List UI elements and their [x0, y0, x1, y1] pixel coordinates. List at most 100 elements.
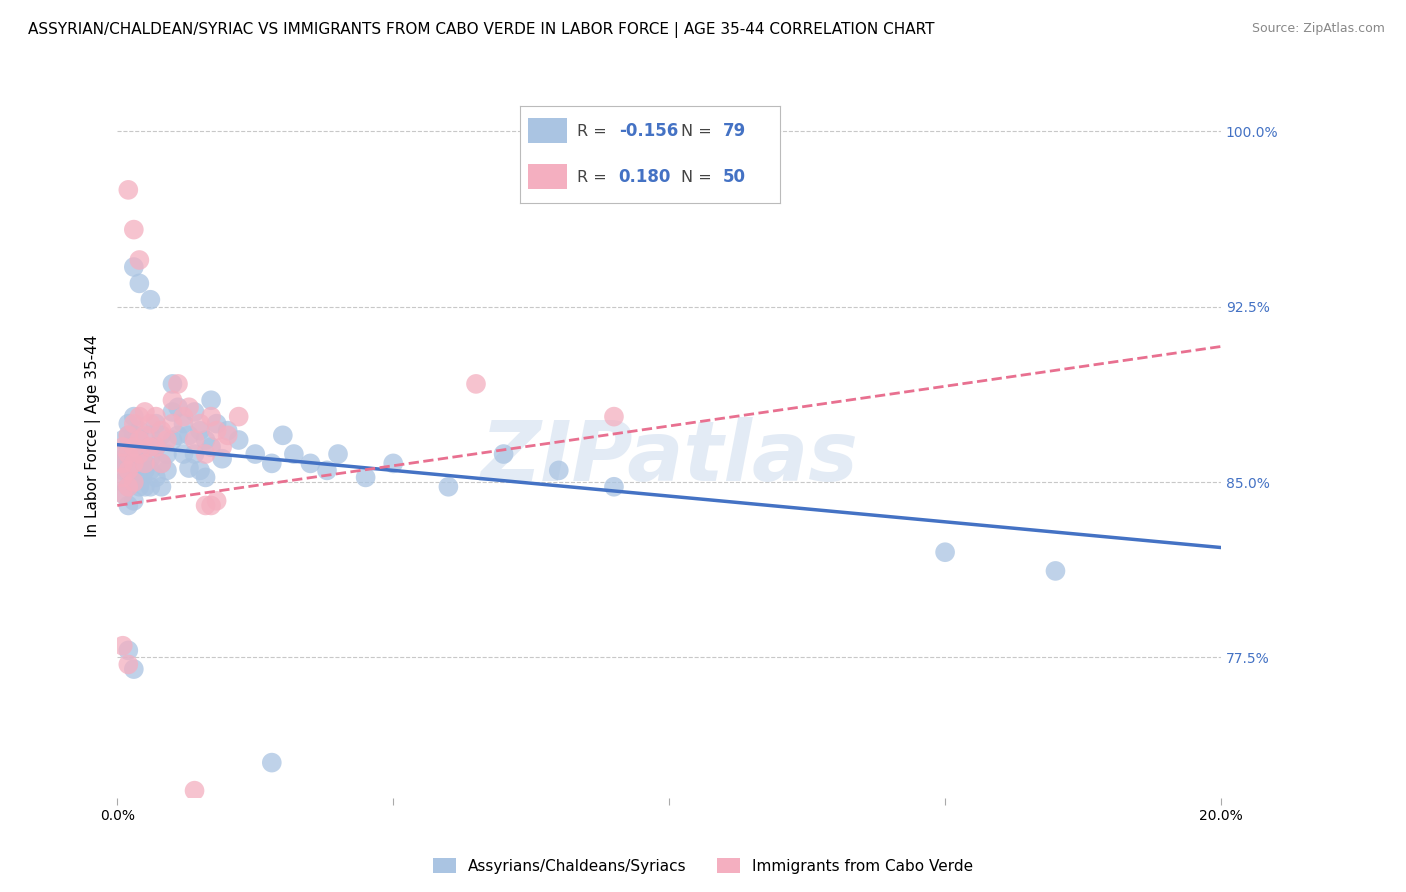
Point: [183, 783, 205, 797]
Point: [122, 475, 145, 489]
Point: [934, 545, 956, 559]
Point: [211, 440, 233, 454]
Point: [122, 475, 145, 489]
Point: [117, 463, 139, 477]
Point: [111, 456, 134, 470]
Text: Source: ZipAtlas.com: Source: ZipAtlas.com: [1251, 22, 1385, 36]
Point: [194, 447, 217, 461]
Point: [156, 447, 179, 461]
Point: [194, 499, 217, 513]
Point: [316, 463, 339, 477]
Point: [200, 440, 222, 454]
Point: [139, 463, 162, 477]
Point: [150, 428, 173, 442]
Point: [167, 376, 190, 391]
Point: [139, 417, 162, 431]
Point: [162, 393, 184, 408]
Point: [139, 428, 162, 442]
Point: [111, 447, 134, 461]
Point: [117, 456, 139, 470]
Point: [128, 433, 150, 447]
Point: [117, 643, 139, 657]
Point: [122, 222, 145, 236]
Point: [183, 447, 205, 461]
Point: [354, 470, 377, 484]
Point: [245, 447, 267, 461]
Point: [150, 424, 173, 438]
Point: [111, 475, 134, 489]
Point: [128, 463, 150, 477]
Point: [128, 447, 150, 461]
Point: [111, 440, 134, 454]
Point: [145, 440, 167, 454]
Point: [156, 463, 179, 477]
Point: [173, 447, 195, 461]
Point: [134, 463, 156, 477]
Point: [173, 409, 195, 424]
Point: [134, 480, 156, 494]
Point: [128, 252, 150, 267]
Point: [117, 440, 139, 454]
Point: [1045, 564, 1067, 578]
Point: [139, 440, 162, 454]
Point: [382, 456, 405, 470]
Point: [200, 393, 222, 408]
Point: [117, 447, 139, 461]
Point: [128, 424, 150, 438]
Point: [139, 480, 162, 494]
Point: [492, 447, 515, 461]
Point: [183, 405, 205, 419]
Point: [177, 428, 200, 442]
Point: [111, 470, 134, 484]
Point: [122, 428, 145, 442]
Point: [188, 424, 211, 438]
Point: [437, 480, 460, 494]
Point: [134, 440, 156, 454]
Point: [134, 405, 156, 419]
Point: [122, 260, 145, 274]
Point: [117, 480, 139, 494]
Point: [205, 493, 228, 508]
Point: [111, 451, 134, 466]
Point: [145, 470, 167, 484]
Point: [200, 499, 222, 513]
Point: [122, 409, 145, 424]
Point: [271, 428, 294, 442]
Point: [283, 447, 305, 461]
Point: [156, 433, 179, 447]
Point: [111, 433, 134, 447]
Point: [162, 376, 184, 391]
Point: [139, 293, 162, 307]
Point: [117, 499, 139, 513]
Point: [217, 424, 239, 438]
Point: [145, 440, 167, 454]
Point: [139, 451, 162, 466]
Point: [145, 417, 167, 431]
Point: [211, 451, 233, 466]
Point: [111, 463, 134, 477]
Point: [603, 480, 626, 494]
Point: [194, 433, 217, 447]
Point: [162, 417, 184, 431]
Point: [260, 756, 283, 770]
Point: [173, 417, 195, 431]
Y-axis label: In Labor Force | Age 35-44: In Labor Force | Age 35-44: [86, 334, 101, 536]
Point: [228, 433, 250, 447]
Point: [117, 480, 139, 494]
Point: [547, 463, 569, 477]
Point: [162, 433, 184, 447]
Point: [128, 447, 150, 461]
Point: [200, 409, 222, 424]
Legend: Assyrians/Chaldeans/Syriacs, Immigrants from Cabo Verde: Assyrians/Chaldeans/Syriacs, Immigrants …: [426, 852, 980, 880]
Point: [177, 401, 200, 415]
Point: [134, 456, 156, 470]
Point: [111, 639, 134, 653]
Point: [217, 428, 239, 442]
Point: [122, 440, 145, 454]
Point: [228, 409, 250, 424]
Point: [122, 493, 145, 508]
Point: [150, 480, 173, 494]
Point: [128, 409, 150, 424]
Point: [167, 428, 190, 442]
Point: [111, 487, 134, 501]
